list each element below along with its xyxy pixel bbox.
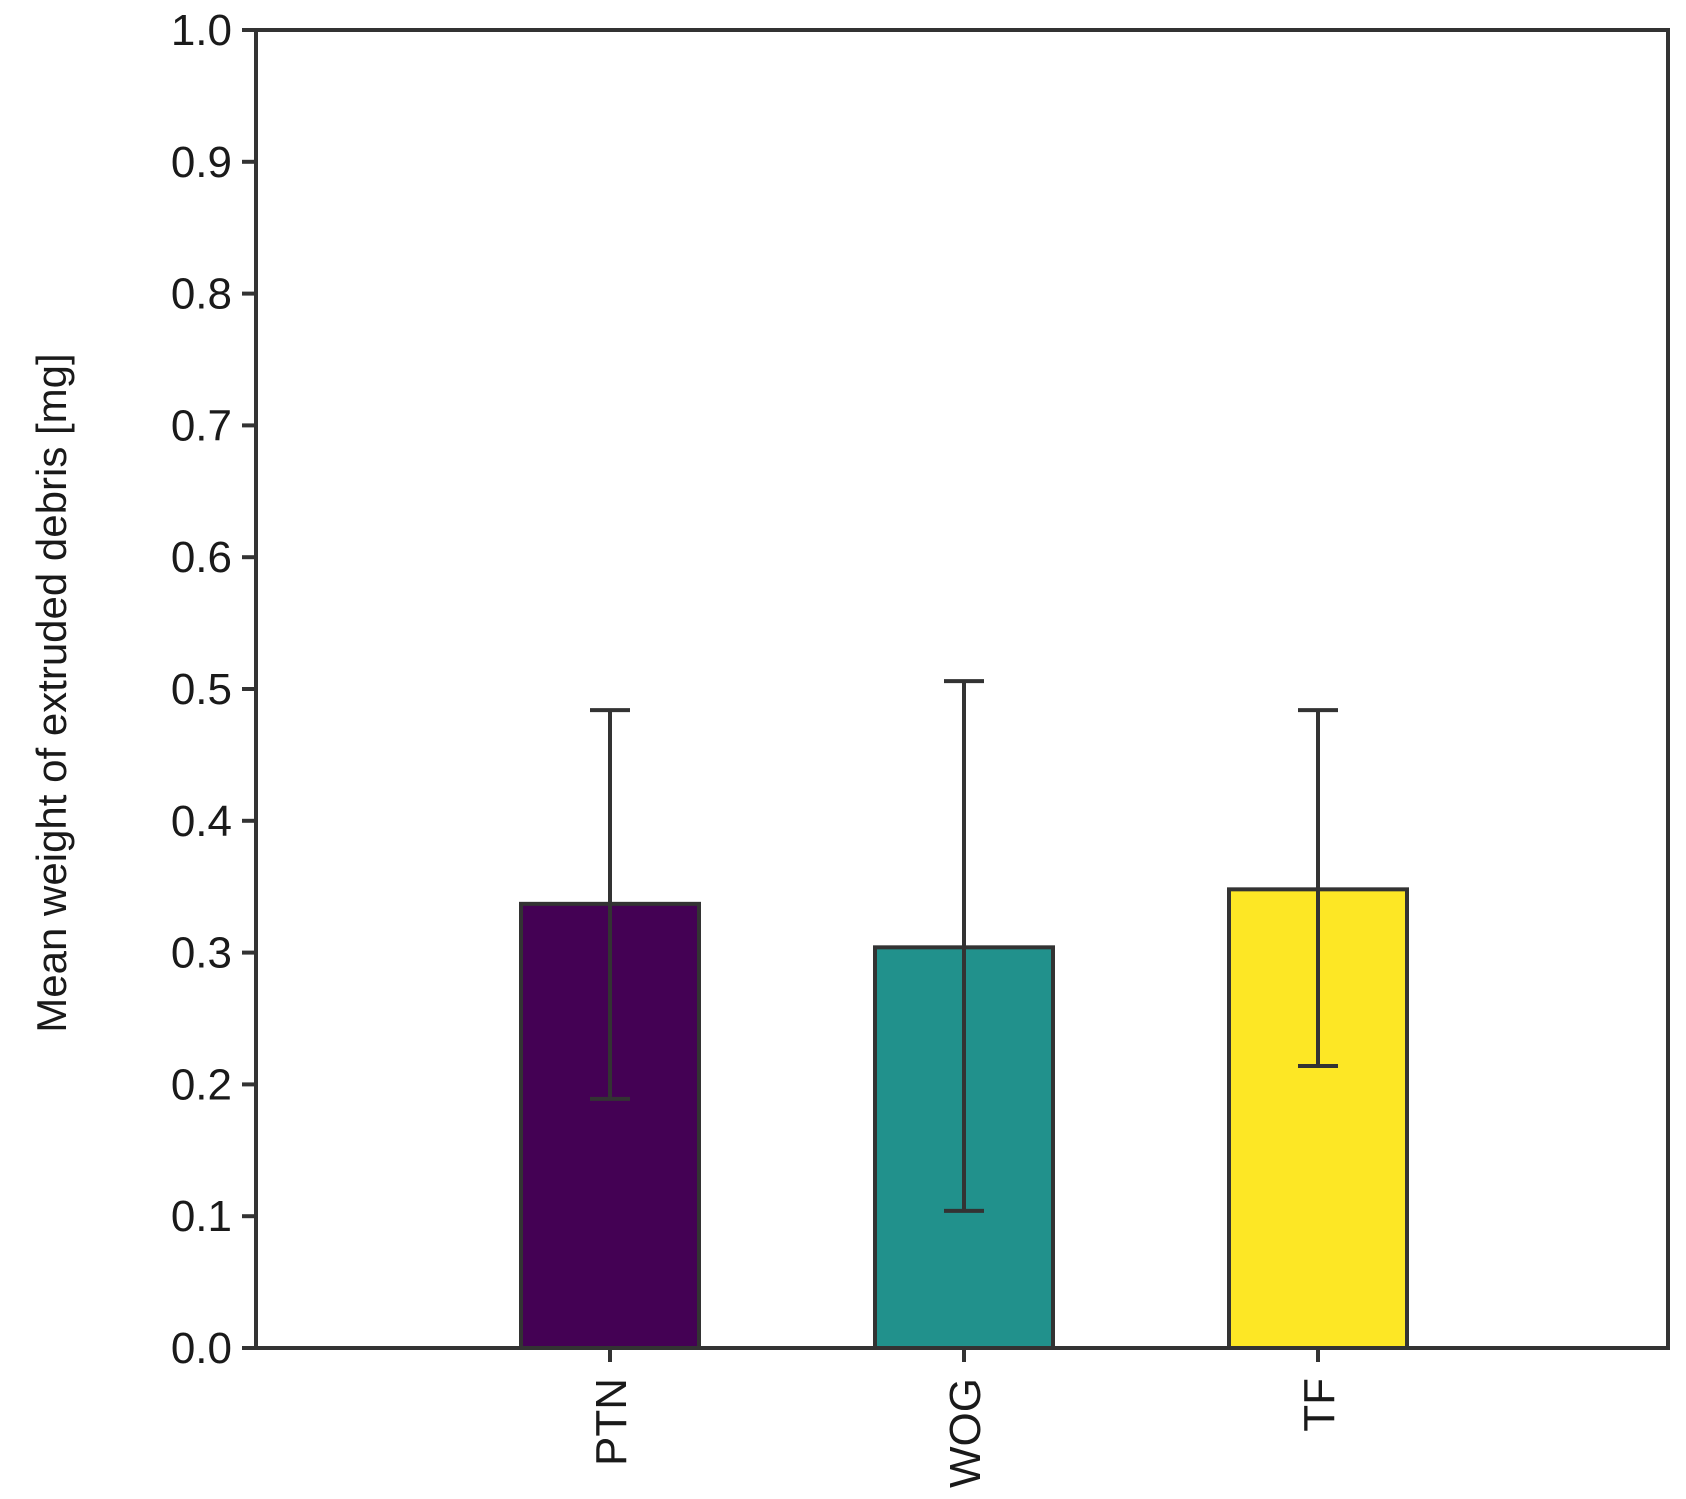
x-tick-label: PTN [587, 1378, 636, 1466]
plot-frame [254, 28, 1670, 1350]
y-tick-label: 0.5 [171, 665, 232, 714]
y-tick-label: 1.0 [171, 6, 232, 55]
y-tick-label: 0.1 [171, 1192, 232, 1241]
y-tick-label: 0.8 [171, 270, 232, 319]
x-axis-ticks: PTN WOG TF [587, 1348, 1344, 1488]
y-tick-label: 0.7 [171, 401, 232, 450]
error-bars [590, 679, 1338, 1213]
x-tick-label: WOG [941, 1378, 990, 1488]
y-tick-label: 0.4 [171, 797, 232, 846]
y-axis-title: Mean weight of extruded debris [mg] [28, 353, 75, 1032]
y-axis-ticks: 0.0 0.1 0.2 0.3 0.4 0.5 0.6 0.7 0.8 0.9 1.0 [171, 6, 256, 1373]
y-tick-label: 0.2 [171, 1060, 232, 1109]
y-tick-label: 0.0 [171, 1324, 232, 1373]
y-tick-label: 0.9 [171, 138, 232, 187]
y-tick-label: 0.3 [171, 929, 232, 978]
y-tick-label: 0.6 [171, 533, 232, 582]
x-tick-label: TF [1295, 1378, 1344, 1432]
